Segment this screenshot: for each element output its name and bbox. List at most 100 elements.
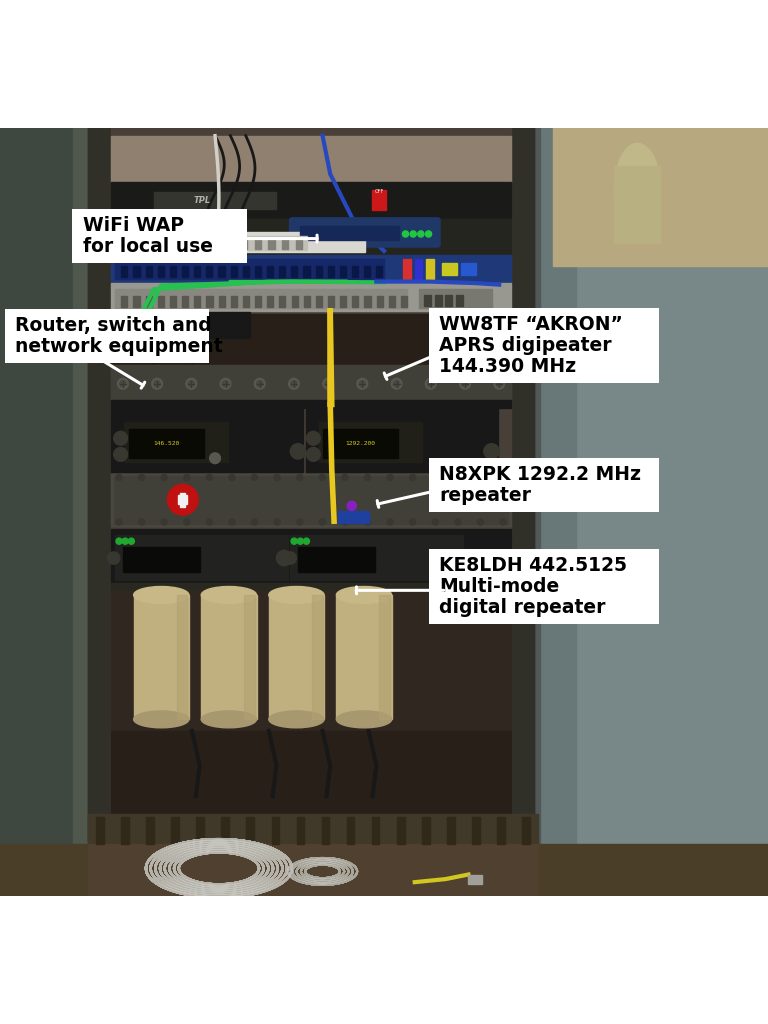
Circle shape [138,519,144,525]
Circle shape [365,519,371,525]
Bar [340,296,346,307]
Bar [319,422,422,462]
Ellipse shape [201,587,257,603]
Circle shape [154,381,161,387]
Circle shape [409,474,415,480]
Bar [194,266,200,276]
Bar [456,295,463,306]
Bar [379,595,390,719]
Bar [88,814,538,846]
Bar [96,817,104,844]
Circle shape [114,447,127,462]
Bar [522,817,530,844]
Bar [424,295,431,306]
Circle shape [391,378,402,389]
Bar [207,296,213,307]
Circle shape [207,519,213,525]
Bar [389,296,395,307]
Circle shape [251,519,257,525]
Bar [267,266,273,276]
Bar [146,266,152,276]
Circle shape [494,378,505,389]
Bar [134,595,189,719]
Bar [111,583,511,590]
Bar [244,595,255,719]
Bar [111,182,511,219]
Circle shape [478,474,484,480]
Bar [534,128,576,896]
Bar [230,266,237,276]
Bar [269,595,324,719]
Circle shape [116,539,122,545]
Circle shape [161,474,167,480]
Bar [180,493,185,507]
Bar [134,266,140,276]
Bar [124,422,228,462]
Circle shape [210,453,220,464]
Bar [614,167,660,244]
Bar [280,266,286,276]
Circle shape [455,474,461,480]
Bar [322,817,329,844]
Bar [169,237,307,250]
Bar [115,535,288,580]
Bar [292,296,298,307]
Circle shape [108,552,120,564]
Circle shape [251,474,257,480]
FancyBboxPatch shape [429,549,659,625]
Bar [415,259,422,280]
Text: TPL: TPL [194,196,210,205]
Circle shape [276,551,292,565]
Circle shape [296,474,303,480]
Bar [422,817,429,844]
Circle shape [291,381,297,387]
Bar [435,295,442,306]
Bar [296,240,302,249]
Bar [255,240,261,249]
Bar [472,817,480,844]
Bar [121,266,127,276]
Bar [111,313,511,364]
Circle shape [229,519,235,525]
Circle shape [432,519,439,525]
Circle shape [500,474,506,480]
Circle shape [387,519,393,525]
Bar [282,240,288,249]
Bar [497,817,505,844]
Bar [397,817,405,844]
Circle shape [459,490,478,509]
Circle shape [223,381,229,387]
Bar [111,400,511,408]
Circle shape [409,519,415,525]
Circle shape [393,381,399,387]
Bar [154,191,276,209]
Bar [221,817,229,844]
Bar [303,296,310,307]
Bar [445,295,452,306]
Bar [272,817,280,844]
Bar [170,296,176,307]
Circle shape [319,519,326,525]
Bar [328,296,334,307]
Bar [73,128,92,896]
Circle shape [220,378,231,389]
Bar [111,409,303,472]
Bar [207,266,213,276]
Bar [111,312,250,338]
Circle shape [342,474,348,480]
Bar [182,266,188,276]
Bar [328,266,334,276]
Ellipse shape [269,711,324,728]
Bar [376,266,382,276]
Bar [111,283,511,311]
Circle shape [254,378,265,389]
Circle shape [496,381,502,387]
Bar [157,296,164,307]
Bar [115,259,384,280]
Bar [88,128,111,842]
Bar [241,240,247,249]
Circle shape [116,519,122,525]
Bar [346,817,354,844]
Bar [316,266,322,276]
Circle shape [152,378,163,389]
